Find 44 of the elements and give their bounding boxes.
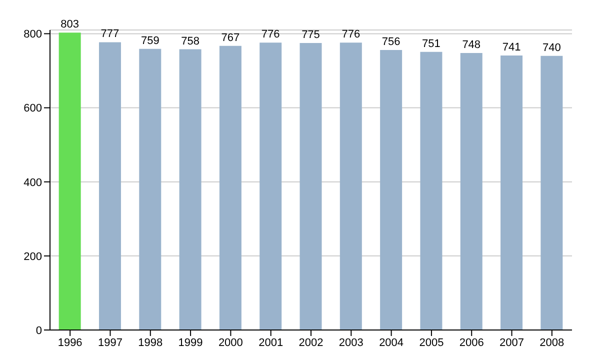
bar bbox=[260, 42, 282, 330]
data-label: 759 bbox=[140, 34, 160, 47]
bar bbox=[380, 50, 402, 330]
y-tick-label: 200 bbox=[24, 250, 42, 263]
bar bbox=[540, 56, 563, 330]
x-tick-label: 1998 bbox=[138, 336, 163, 349]
bar bbox=[219, 46, 242, 330]
bar bbox=[460, 52, 482, 330]
x-tick-label: 1997 bbox=[98, 336, 122, 349]
data-label: 775 bbox=[302, 28, 320, 41]
data-label: 751 bbox=[422, 38, 440, 50]
x-tick-label: 2004 bbox=[379, 336, 404, 349]
x-tick-label: 2006 bbox=[459, 336, 484, 349]
x-tick-label: 1996 bbox=[58, 336, 82, 349]
x-tick-label: 2000 bbox=[218, 336, 243, 349]
y-tick-label: 800 bbox=[24, 28, 42, 41]
bar bbox=[58, 32, 81, 330]
x-tick-label: 2005 bbox=[419, 336, 444, 349]
x-tick-label: 2002 bbox=[298, 336, 324, 349]
bar bbox=[500, 56, 523, 330]
data-label: 756 bbox=[382, 36, 400, 48]
bar bbox=[340, 42, 362, 330]
data-label: 741 bbox=[502, 42, 521, 54]
data-label: 767 bbox=[221, 32, 240, 44]
x-tick-label: 2007 bbox=[500, 336, 524, 349]
x-tick-label: 2008 bbox=[540, 336, 564, 349]
data-label: 803 bbox=[60, 18, 80, 31]
bar bbox=[98, 42, 121, 330]
bar bbox=[179, 49, 202, 330]
x-tick-label: 2003 bbox=[338, 336, 364, 349]
bar bbox=[139, 48, 162, 330]
y-tick-label: 0 bbox=[36, 324, 42, 337]
data-label: 740 bbox=[542, 42, 561, 54]
data-label: 777 bbox=[100, 28, 120, 40]
y-tick-label: 400 bbox=[24, 176, 42, 189]
data-label: 776 bbox=[342, 28, 360, 41]
data-label: 758 bbox=[181, 35, 200, 48]
data-label: 776 bbox=[261, 28, 280, 41]
x-tick-label: 1999 bbox=[178, 336, 203, 349]
x-tick-label: 2001 bbox=[258, 336, 284, 349]
data-label: 748 bbox=[462, 38, 481, 51]
bar bbox=[420, 52, 442, 330]
y-tick-label: 600 bbox=[24, 102, 42, 115]
bar bbox=[300, 42, 322, 330]
